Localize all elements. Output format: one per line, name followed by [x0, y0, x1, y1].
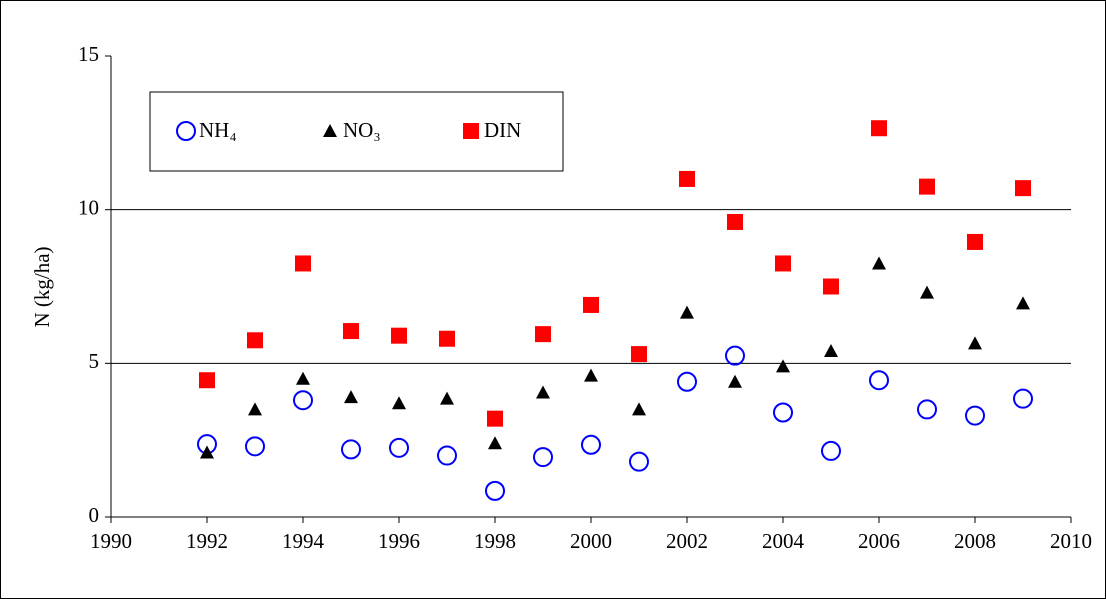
y-tick-label: 0 [89, 503, 100, 527]
point [967, 233, 983, 250]
x-tick-label: 1998 [474, 529, 516, 553]
x-tick-label: 1990 [90, 529, 132, 553]
point [293, 390, 313, 411]
point [824, 344, 838, 358]
point [1016, 296, 1030, 310]
point [773, 402, 793, 423]
point [727, 213, 743, 230]
y-tick-label: 5 [89, 349, 100, 373]
point [677, 371, 697, 392]
x-tick-label: 2000 [570, 529, 612, 553]
point [728, 374, 742, 388]
x-tick-label: 1994 [282, 529, 325, 553]
point [584, 368, 598, 382]
point [200, 445, 214, 459]
point [776, 359, 790, 373]
legend-box [149, 91, 564, 172]
x-tick-label: 2008 [954, 529, 996, 553]
point [439, 330, 455, 347]
point [872, 256, 886, 270]
legend-label: NO₃ [343, 118, 381, 142]
x-tick-label: 2002 [666, 529, 708, 553]
point [440, 391, 454, 405]
point [245, 436, 265, 457]
y-tick-label: 10 [78, 195, 99, 219]
point [296, 371, 310, 385]
point [248, 402, 262, 416]
point [487, 410, 503, 427]
point [535, 326, 551, 343]
x-tick-label: 2006 [858, 529, 900, 553]
point [1013, 388, 1033, 409]
point [533, 447, 553, 468]
point [725, 345, 745, 366]
y-tick-label: 15 [78, 42, 99, 66]
point [391, 327, 407, 344]
point [869, 370, 889, 391]
point [968, 336, 982, 350]
point [679, 170, 695, 187]
legend-label: NH₄ [199, 118, 237, 142]
point [581, 434, 601, 455]
y-axis-label: N (kg/ha) [30, 246, 54, 327]
point [199, 372, 215, 389]
point [295, 255, 311, 272]
point [917, 399, 937, 420]
point [965, 405, 985, 426]
point [488, 436, 502, 450]
legend-marker [323, 124, 337, 137]
point [680, 305, 694, 319]
point [389, 437, 409, 458]
legend-marker [176, 121, 196, 141]
legend-marker [463, 123, 479, 139]
x-tick-label: 2004 [762, 529, 805, 553]
point [247, 332, 263, 349]
point [344, 390, 358, 404]
point [823, 278, 839, 295]
point [485, 480, 505, 501]
x-tick-label: 1996 [378, 529, 420, 553]
point [341, 439, 361, 460]
point [871, 120, 887, 137]
point [629, 451, 649, 472]
x-tick-label: 1992 [186, 529, 228, 553]
point [631, 346, 647, 363]
point [920, 285, 934, 299]
point [632, 402, 646, 416]
legend-label: DIN [484, 118, 521, 142]
point [919, 178, 935, 195]
point [821, 440, 841, 461]
point [343, 323, 359, 340]
x-tick-label: 2010 [1050, 529, 1092, 553]
point [583, 296, 599, 313]
point [392, 396, 406, 410]
point [775, 255, 791, 272]
point [1015, 180, 1031, 197]
point [536, 385, 550, 399]
point [437, 445, 457, 466]
